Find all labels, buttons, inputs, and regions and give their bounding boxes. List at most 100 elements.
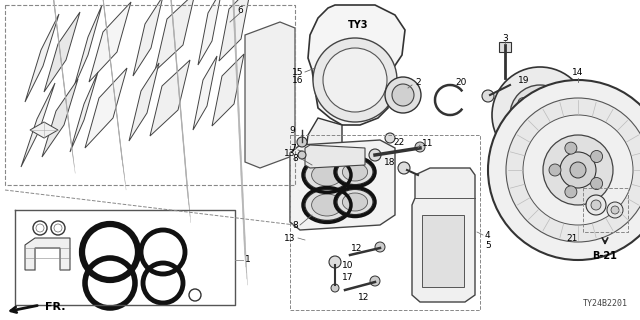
Text: 4: 4 [485, 230, 491, 239]
Text: 5: 5 [485, 241, 491, 250]
Text: 3: 3 [502, 34, 508, 43]
Polygon shape [308, 5, 405, 125]
Circle shape [541, 90, 552, 100]
Circle shape [570, 162, 586, 178]
Polygon shape [25, 238, 70, 270]
Text: 12: 12 [351, 244, 362, 252]
Text: 17: 17 [342, 274, 353, 283]
Ellipse shape [312, 194, 342, 216]
Polygon shape [198, 0, 222, 65]
Text: 10: 10 [342, 260, 353, 269]
Text: 9: 9 [289, 125, 295, 134]
Text: FR.: FR. [45, 302, 65, 312]
Polygon shape [290, 140, 395, 230]
Circle shape [506, 98, 640, 242]
Text: 6: 6 [237, 5, 243, 14]
Polygon shape [42, 79, 78, 157]
Ellipse shape [312, 164, 342, 186]
Text: 2: 2 [415, 77, 420, 86]
Text: 16: 16 [291, 76, 303, 84]
Polygon shape [85, 68, 127, 148]
Polygon shape [89, 2, 131, 82]
Circle shape [398, 162, 410, 174]
Bar [499, 42, 511, 52]
Circle shape [375, 242, 385, 252]
Text: 18: 18 [383, 157, 395, 166]
Circle shape [331, 284, 339, 292]
Circle shape [560, 152, 596, 188]
Circle shape [565, 142, 577, 154]
Circle shape [392, 84, 414, 106]
Text: 14: 14 [572, 68, 584, 76]
Circle shape [591, 178, 603, 189]
Polygon shape [74, 5, 102, 87]
Text: 20: 20 [455, 77, 467, 86]
Circle shape [329, 256, 341, 268]
Circle shape [319, 172, 325, 178]
Polygon shape [245, 22, 295, 168]
Circle shape [543, 135, 613, 205]
Circle shape [314, 167, 330, 183]
Text: 11: 11 [422, 139, 433, 148]
Circle shape [297, 137, 307, 147]
Ellipse shape [305, 160, 349, 190]
Circle shape [482, 90, 494, 102]
Circle shape [313, 38, 397, 122]
Circle shape [586, 195, 606, 215]
Circle shape [607, 202, 623, 218]
Polygon shape [305, 118, 342, 195]
Text: 15: 15 [291, 68, 303, 76]
Text: 1: 1 [245, 255, 251, 265]
Polygon shape [133, 0, 163, 76]
Polygon shape [25, 14, 59, 102]
Text: 22: 22 [393, 138, 404, 147]
Circle shape [526, 101, 554, 129]
Polygon shape [129, 63, 159, 141]
Circle shape [565, 186, 577, 198]
Polygon shape [150, 60, 190, 136]
Circle shape [488, 80, 640, 260]
Circle shape [298, 151, 306, 159]
Text: 13: 13 [284, 148, 295, 157]
Text: 21: 21 [566, 234, 578, 243]
Circle shape [518, 98, 528, 108]
Circle shape [369, 149, 381, 161]
Text: B-21: B-21 [593, 251, 618, 261]
Circle shape [523, 115, 633, 225]
Polygon shape [155, 0, 195, 71]
Circle shape [591, 150, 603, 163]
Circle shape [518, 122, 528, 132]
Circle shape [534, 109, 546, 121]
Text: 12: 12 [358, 293, 369, 302]
Ellipse shape [342, 163, 367, 181]
Circle shape [323, 48, 387, 112]
Ellipse shape [305, 189, 349, 220]
Polygon shape [212, 54, 244, 126]
Polygon shape [21, 83, 55, 167]
Circle shape [541, 130, 552, 140]
Polygon shape [219, 0, 251, 61]
Text: TY24B2201: TY24B2201 [583, 299, 628, 308]
Polygon shape [305, 145, 365, 168]
Circle shape [370, 276, 380, 286]
Circle shape [492, 67, 588, 163]
Circle shape [415, 142, 425, 152]
Text: 8: 8 [292, 220, 298, 229]
Polygon shape [70, 72, 98, 152]
Circle shape [385, 77, 421, 113]
Polygon shape [193, 56, 217, 130]
Polygon shape [412, 168, 475, 302]
Bar [422, 215, 464, 287]
Circle shape [611, 206, 619, 214]
Circle shape [385, 133, 395, 143]
Ellipse shape [337, 159, 373, 185]
Text: 13: 13 [284, 234, 295, 243]
Circle shape [591, 200, 601, 210]
Text: TY3: TY3 [348, 20, 368, 30]
Polygon shape [30, 122, 58, 138]
Ellipse shape [342, 193, 367, 211]
Polygon shape [44, 12, 80, 92]
Ellipse shape [337, 189, 373, 215]
Text: 19: 19 [518, 76, 529, 84]
Circle shape [556, 110, 566, 120]
